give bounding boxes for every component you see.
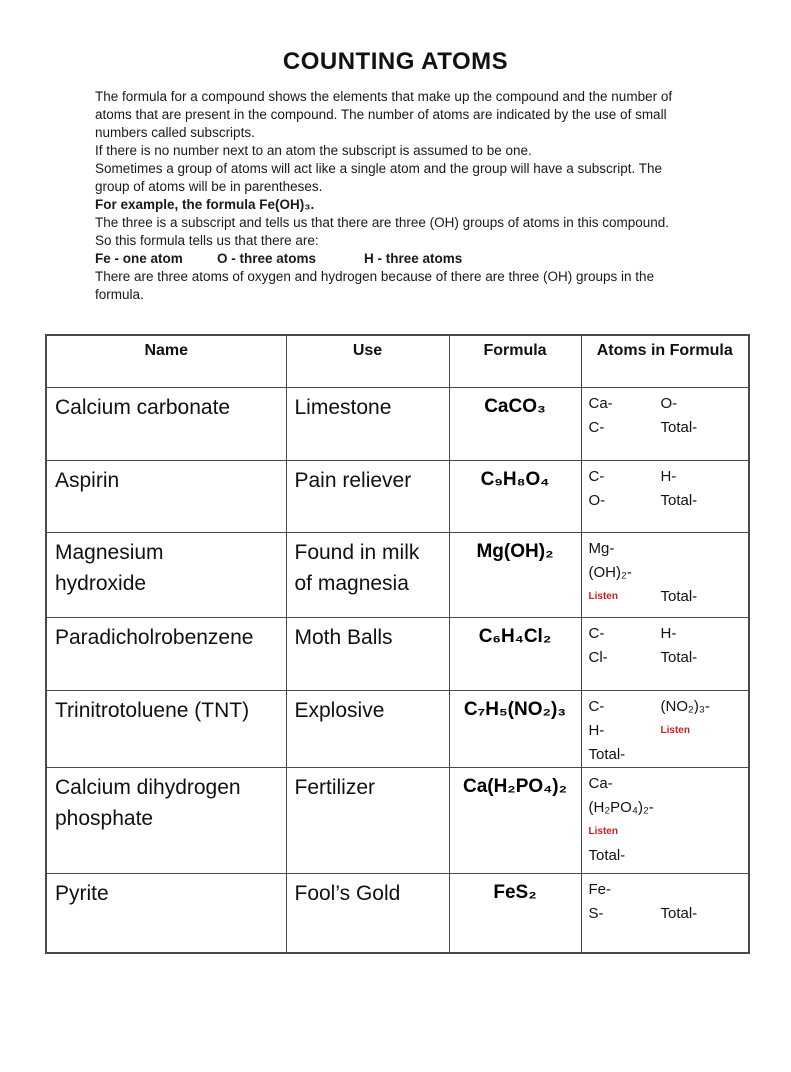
intro-paragraph-5: So this formula tells us that there are: bbox=[95, 233, 319, 248]
atom-count-blank: S- bbox=[588, 904, 604, 922]
count-fe: Fe - one atom bbox=[95, 251, 183, 266]
atom-count-blank: C- bbox=[588, 467, 605, 485]
worksheet-page: COUNTING ATOMS The formula for a compoun… bbox=[0, 48, 791, 1072]
atoms-cell: Mg- (OH)₂- Listen Total- bbox=[580, 531, 750, 618]
formula-cell: CaCO₃ bbox=[448, 386, 582, 461]
atom-count-blank: Fe- bbox=[588, 880, 612, 898]
atom-count-blank: Ca- bbox=[588, 774, 613, 792]
name-cell: Pyrite bbox=[45, 872, 287, 954]
use-cell: Moth Balls bbox=[285, 616, 450, 691]
formula-cell: FeS₂ bbox=[448, 872, 582, 954]
atom-count-blank: (H₂PO₄)₂- bbox=[588, 798, 654, 816]
atoms-cell: C- H- Cl- Total- bbox=[580, 616, 750, 691]
example-formula-line: For example, the formula Fe(OH)₃. bbox=[95, 197, 315, 212]
use-cell: Fertilizer bbox=[285, 766, 450, 874]
atom-count-blank: C- bbox=[588, 624, 605, 642]
table-row-calcium-dihydrogen-phosphate: Calcium dihydrogen phosphate Fertilizer … bbox=[45, 766, 750, 874]
atoms-cell: Fe- S- Total- bbox=[580, 872, 750, 954]
formula-cell: Ca(H₂PO₄)₂ bbox=[448, 766, 582, 874]
use-cell: Limestone bbox=[285, 386, 450, 461]
atom-counts-line: Fe - one atom O - three atoms H - three at… bbox=[95, 250, 687, 268]
listen-link[interactable]: Listen bbox=[660, 724, 690, 736]
atom-count-blank: H- bbox=[660, 624, 677, 642]
total-blank: Total- bbox=[660, 648, 698, 666]
name-cell: Paradicholrobenzene bbox=[45, 616, 287, 691]
atom-count-blank: O- bbox=[660, 394, 678, 412]
table-row-magnesium-hydroxide: Magnesium hydroxide Found in milk of mag… bbox=[45, 531, 750, 618]
listen-link[interactable]: Listen bbox=[588, 590, 618, 602]
atoms-cell: C- H- O- Total- bbox=[580, 459, 750, 533]
formula-cell: C₆H₄Cl₂ bbox=[448, 616, 582, 691]
atoms-cell: Ca- O- C- Total- bbox=[580, 386, 750, 461]
formula-cell: C₇H₅(NO₂)₃ bbox=[448, 689, 582, 768]
column-header-name: Name bbox=[45, 334, 287, 388]
intro-paragraph-6: There are three atoms of oxygen and hydr… bbox=[95, 269, 655, 302]
atoms-cell: C- (NO₂)₃- H- Listen Total- bbox=[580, 689, 750, 768]
page-title: COUNTING ATOMS bbox=[282, 48, 509, 75]
total-blank: Total- bbox=[660, 904, 698, 922]
counting-atoms-table: Name Use Formula Atoms in Formula Calciu… bbox=[45, 334, 750, 954]
listen-link[interactable]: Listen bbox=[588, 825, 618, 837]
atom-count-blank: Cl- bbox=[588, 648, 608, 666]
name-cell: Calcium dihydrogen phosphate bbox=[45, 766, 287, 874]
table-row-pyrite: Pyrite Fool’s Gold FeS₂ Fe- S- Total- bbox=[45, 872, 750, 954]
total-blank: Total- bbox=[588, 745, 626, 763]
count-h: H - three atoms bbox=[364, 251, 463, 266]
atom-count-blank: Mg- bbox=[588, 539, 615, 557]
table-row-paradicholrobenzene: Paradicholrobenzene Moth Balls C₆H₄Cl₂ C… bbox=[45, 616, 750, 691]
atom-count-blank: (NO₂)₃- bbox=[660, 697, 710, 715]
column-header-atoms: Atoms in Formula bbox=[580, 334, 750, 388]
count-o: O - three atoms bbox=[217, 251, 317, 266]
atom-count-blank: (OH)₂- bbox=[588, 563, 632, 581]
intro-text: The formula for a compound shows the ele… bbox=[95, 88, 687, 304]
atom-count-blank: C- bbox=[588, 418, 605, 436]
total-blank: Total- bbox=[660, 491, 698, 509]
atoms-cell: Ca- (H₂PO₄)₂- Listen Total- bbox=[580, 766, 750, 874]
intro-paragraph-4: The three is a subscript and tells us th… bbox=[95, 215, 670, 230]
table-row-tnt: Trinitrotoluene (TNT) Explosive C₇H₅(NO₂… bbox=[45, 689, 750, 768]
intro-paragraph-2: If there is no number next to an atom th… bbox=[95, 143, 532, 158]
table-row-calcium-carbonate: Calcium carbonate Limestone CaCO₃ Ca- O- … bbox=[45, 386, 750, 461]
total-blank: Total- bbox=[660, 587, 698, 605]
name-cell: Calcium carbonate bbox=[45, 386, 287, 461]
formula-cell: Mg(OH)₂ bbox=[448, 531, 582, 618]
intro-paragraph-1: The formula for a compound shows the ele… bbox=[95, 89, 673, 140]
atom-count-blank: H- bbox=[660, 467, 677, 485]
atom-count-blank: Ca- bbox=[588, 394, 613, 412]
name-cell: Aspirin bbox=[45, 459, 287, 533]
table-header-row: Name Use Formula Atoms in Formula bbox=[45, 334, 750, 388]
atom-count-blank: O- bbox=[588, 491, 606, 509]
name-cell: Magnesium hydroxide bbox=[45, 531, 287, 618]
column-header-use: Use bbox=[285, 334, 450, 388]
total-blank: Total- bbox=[660, 418, 698, 436]
intro-paragraph-3: Sometimes a group of atoms will act like… bbox=[95, 161, 663, 194]
use-cell: Pain reliever bbox=[285, 459, 450, 533]
use-cell: Explosive bbox=[285, 689, 450, 768]
atom-count-blank: C- bbox=[588, 697, 605, 715]
atom-count-blank: H- bbox=[588, 721, 605, 739]
total-blank: Total- bbox=[588, 846, 626, 864]
table-row-aspirin: Aspirin Pain reliever C₉H₈O₄ C- H- O- Tota… bbox=[45, 459, 750, 533]
use-cell: Found in milk of magnesia bbox=[285, 531, 450, 618]
formula-cell: C₉H₈O₄ bbox=[448, 459, 582, 533]
column-header-formula: Formula bbox=[448, 334, 582, 388]
name-cell: Trinitrotoluene (TNT) bbox=[45, 689, 287, 768]
use-cell: Fool’s Gold bbox=[285, 872, 450, 954]
